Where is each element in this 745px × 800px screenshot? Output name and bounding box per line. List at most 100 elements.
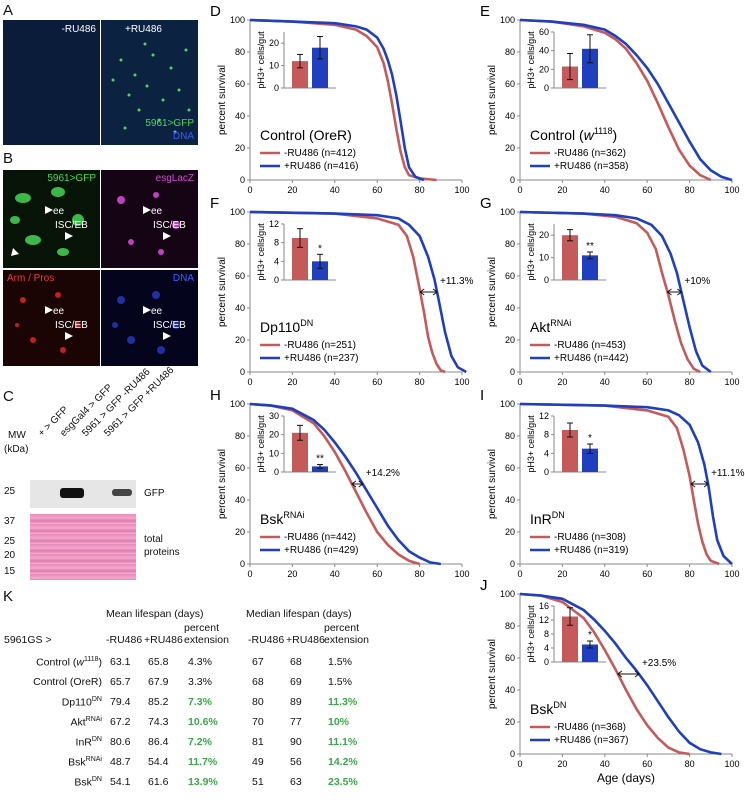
title-main: InR bbox=[530, 511, 552, 527]
table-cell: 23.5% bbox=[328, 776, 358, 788]
table-cell: 79.4 bbox=[110, 696, 131, 708]
legend-label: -RU486 (n=442) bbox=[284, 532, 356, 543]
arrow-head-left bbox=[617, 670, 623, 678]
extension-label: +23.5% bbox=[642, 658, 676, 669]
extension-label: +11.1% bbox=[711, 468, 745, 479]
label-dna-b: DNA bbox=[172, 273, 194, 284]
survival-curve-minus bbox=[519, 402, 720, 566]
survival-curve-minus bbox=[249, 402, 420, 566]
total-label-2: proteins bbox=[144, 547, 180, 558]
inset-y-label: pH3+ cells/gut bbox=[526, 31, 536, 89]
lacz-blobs bbox=[117, 192, 180, 255]
inset-bar-plus bbox=[312, 47, 328, 88]
y-tick-label: 0 bbox=[510, 367, 515, 377]
x-tick-label: 0 bbox=[517, 377, 522, 387]
band-esg bbox=[60, 488, 84, 498]
survival-curve-minus bbox=[519, 18, 712, 182]
table-row-name: Control (w1118) bbox=[36, 656, 102, 669]
x-tick-label: 100 bbox=[724, 569, 739, 579]
y-tick-label: 20 bbox=[235, 527, 245, 537]
x-tick-label: 0 bbox=[247, 569, 252, 579]
x-tick-label: 20 bbox=[287, 569, 297, 579]
survival-curve-plus bbox=[249, 210, 467, 374]
x-tick-label: 0 bbox=[517, 569, 522, 579]
y-tick-label: 0 bbox=[510, 749, 515, 759]
x-tick-label: 80 bbox=[685, 185, 695, 195]
table-cell: 7.2% bbox=[188, 736, 212, 748]
label-5961-gfp: 5961>GFP bbox=[47, 173, 96, 184]
table-row-name: BskDN bbox=[74, 776, 102, 789]
title-superscript: 1118 bbox=[594, 126, 613, 136]
inset-tick-label: 0 bbox=[544, 83, 549, 93]
y-tick-label: 80 bbox=[235, 47, 245, 57]
inset-tick-label: 12 bbox=[539, 411, 549, 421]
survival-curve-plus bbox=[519, 592, 722, 756]
gfp-blot bbox=[30, 480, 136, 508]
y-tick-label: 40 bbox=[505, 303, 515, 313]
table-cell: 68 bbox=[290, 656, 302, 668]
title-main: Akt bbox=[530, 319, 550, 335]
table-cell: 68 bbox=[252, 676, 264, 688]
table-cell: 80.6 bbox=[110, 736, 131, 748]
arrow-head-right bbox=[703, 480, 709, 488]
inset-tick-label: 4 bbox=[544, 643, 549, 653]
table-cell: 63.1 bbox=[110, 656, 131, 668]
inset-bar-plus bbox=[312, 261, 328, 280]
x-tick-label: 80 bbox=[685, 377, 695, 387]
legend-label: +RU486 (n=319) bbox=[554, 545, 629, 556]
table-cell: 54.4 bbox=[148, 756, 169, 768]
inset-bar-minus bbox=[562, 616, 578, 662]
inset-tick-label: 30 bbox=[269, 411, 279, 421]
mw-label: MW bbox=[8, 430, 26, 441]
inset-tick-label: 16 bbox=[539, 601, 549, 611]
table-cell: 3.3% bbox=[188, 676, 212, 688]
inset-y-label: pH3+ cells/gut bbox=[256, 31, 266, 89]
label-esglacz: esgLacZ bbox=[155, 173, 194, 184]
x-tick-label: 100 bbox=[724, 759, 739, 769]
table-cell: 13.9% bbox=[188, 776, 218, 788]
y-tick-label: 40 bbox=[505, 495, 515, 505]
y-tick-label: 80 bbox=[235, 239, 245, 249]
inset-y-label: pH3+ cells/gut bbox=[526, 223, 536, 281]
y-tick-label: 40 bbox=[235, 303, 245, 313]
inset-tick-label: 20 bbox=[539, 230, 549, 240]
table-group-median: Median lifespan (days) bbox=[246, 608, 352, 620]
micrograph-gfp: 5961>GFP ee ISC/EB bbox=[3, 170, 100, 268]
chart-title: BskDN bbox=[530, 700, 566, 717]
micrograph-arm-pros: Arm / Pros ee ISC/EB bbox=[3, 270, 100, 366]
title-main: Control ( bbox=[530, 127, 584, 143]
survival-chart-e: E 0 20 40 60 80 100 0 20 40 60 80 100 percent surviva… bbox=[480, 3, 740, 195]
panel-label-d: D bbox=[210, 3, 221, 20]
x-tick-label: 80 bbox=[685, 759, 695, 769]
inset-bar-minus bbox=[292, 432, 308, 472]
inset-bar-plus bbox=[582, 644, 598, 662]
y-tick-label: 0 bbox=[510, 175, 515, 185]
table-cell: 65.7 bbox=[110, 676, 131, 688]
inset-tick-label: 4 bbox=[274, 256, 279, 266]
y-tick-label: 100 bbox=[230, 15, 245, 25]
title-superscript: DN bbox=[553, 700, 566, 710]
table-cell: 61.6 bbox=[148, 776, 169, 788]
mw-37: 37 bbox=[4, 516, 16, 527]
total-label-1: total bbox=[144, 534, 163, 545]
inset-bar-minus bbox=[292, 238, 308, 280]
inset-tick-label: 0 bbox=[274, 83, 279, 93]
dna-blobs bbox=[112, 291, 180, 354]
y-tick-label: 40 bbox=[235, 111, 245, 121]
y-tick-label: 20 bbox=[235, 143, 245, 153]
arrow-head-right bbox=[358, 480, 364, 488]
arrow-head-left bbox=[351, 480, 357, 488]
x-tick-label: 60 bbox=[642, 569, 652, 579]
survival-curve-plus bbox=[519, 18, 733, 182]
x-tick-label: 40 bbox=[330, 569, 340, 579]
table-cell: 49 bbox=[252, 756, 264, 768]
table-cell: 54.1 bbox=[110, 776, 131, 788]
title-close: ) bbox=[613, 127, 618, 143]
table-subheader: percent extension bbox=[324, 622, 369, 646]
survival-curve-plus bbox=[249, 18, 425, 182]
x-tick-label: 20 bbox=[557, 185, 567, 195]
survival-curve-minus bbox=[249, 210, 446, 374]
ponceau-blot bbox=[30, 514, 136, 580]
y-axis-label: percent survival bbox=[487, 257, 498, 327]
